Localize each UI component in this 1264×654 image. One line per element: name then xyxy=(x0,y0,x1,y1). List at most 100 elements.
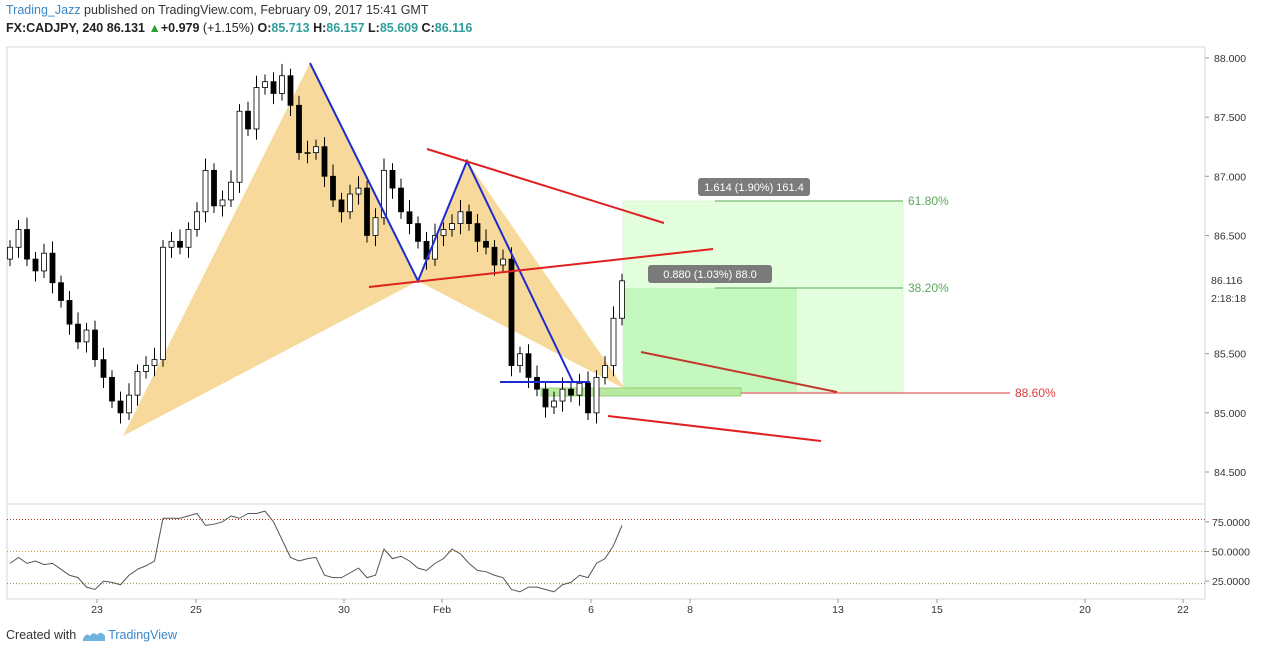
candle xyxy=(398,187,404,213)
candle xyxy=(168,240,175,248)
candle xyxy=(457,211,464,224)
channel-upper xyxy=(640,351,838,393)
low-value: 85.609 xyxy=(379,21,419,35)
candle xyxy=(92,329,98,361)
fib-38-label: 38.20% xyxy=(908,281,949,295)
time-tick-label: 23 xyxy=(91,604,103,616)
candle xyxy=(58,282,64,301)
candle xyxy=(372,217,379,236)
candle xyxy=(32,258,39,272)
fib-61-label: 61.80% xyxy=(908,194,949,208)
trendline-neck xyxy=(368,248,714,288)
candle xyxy=(41,252,47,272)
rsi-line xyxy=(9,510,623,593)
candle xyxy=(491,246,498,266)
candle xyxy=(517,353,523,366)
candle xyxy=(279,75,285,94)
time-tick-label: 6 xyxy=(588,604,594,616)
pattern-leg-1 xyxy=(123,63,418,436)
candle xyxy=(75,323,81,343)
last-price-label: 86.116 xyxy=(1211,275,1242,287)
candle xyxy=(296,104,302,154)
candle xyxy=(219,199,226,207)
candle xyxy=(500,258,506,266)
main-pane-border xyxy=(6,46,1206,505)
candle xyxy=(542,388,549,408)
candle xyxy=(585,382,591,414)
candle xyxy=(313,146,319,154)
rsi-tick-label: 25.0000 xyxy=(1212,576,1250,588)
candle xyxy=(194,211,200,230)
candle xyxy=(568,388,574,396)
target-zone-inner xyxy=(623,288,797,392)
price-tick-label: 84.500 xyxy=(1214,467,1246,479)
candle xyxy=(559,388,566,402)
trendline-upper xyxy=(426,148,665,224)
candle xyxy=(321,146,328,177)
pattern-zigzag xyxy=(309,62,574,383)
candle xyxy=(389,169,396,189)
candle xyxy=(474,223,481,242)
time-axis[interactable]: 23 25 30 Feb 6 8 13 15 20 22 xyxy=(91,599,1189,616)
author-link[interactable]: Trading_Jazz xyxy=(6,3,81,17)
candle xyxy=(24,229,30,260)
time-tick-label: 8 xyxy=(687,604,693,616)
candle xyxy=(134,371,141,396)
candle xyxy=(100,359,107,378)
candle xyxy=(364,187,370,236)
time-tick-label: 13 xyxy=(832,604,844,616)
candle xyxy=(466,211,472,224)
candle xyxy=(449,223,455,230)
channel-lower xyxy=(607,415,822,442)
time-tick-label: 22 xyxy=(1177,604,1189,616)
time-tick-label: 30 xyxy=(338,604,350,616)
candle xyxy=(83,329,90,343)
time-tick-label: 20 xyxy=(1079,604,1091,616)
publish-info: Trading_Jazz published on TradingView.co… xyxy=(6,3,428,17)
candle xyxy=(619,280,625,319)
candle xyxy=(287,75,294,106)
last-price-tag xyxy=(1206,273,1254,287)
price-tick-label: 87.500 xyxy=(1214,112,1246,124)
measure-box-2 xyxy=(648,265,772,283)
symbol: FX:CADJPY, 240 xyxy=(6,21,104,35)
candle xyxy=(551,400,557,408)
change: +0.979 xyxy=(160,21,200,35)
candles-layer xyxy=(7,63,625,424)
measure-box-1-label: 1.614 (1.90%) 161.4 xyxy=(704,182,804,194)
candle xyxy=(126,394,132,414)
candle xyxy=(304,152,311,155)
up-arrow-icon: ▲ xyxy=(148,21,161,35)
price-tick-label: 87.000 xyxy=(1214,171,1246,183)
change-pct: (+1.15%) xyxy=(202,21,254,35)
candle xyxy=(7,246,13,260)
prz-box xyxy=(540,387,742,397)
candle xyxy=(355,187,362,195)
rsi-pane-border xyxy=(6,503,1206,600)
candle xyxy=(610,317,617,366)
price-tick-label: 88.000 xyxy=(1214,53,1246,65)
price-tick-label: 85.500 xyxy=(1214,349,1246,361)
open-value: 85.713 xyxy=(271,21,310,35)
candle xyxy=(185,229,192,248)
price-tick-label: 85.000 xyxy=(1214,408,1246,420)
candle xyxy=(211,169,217,207)
close-label: C: xyxy=(421,21,435,35)
candle xyxy=(143,365,149,372)
candle xyxy=(347,193,353,213)
time-tick-label: 15 xyxy=(931,604,943,616)
candle xyxy=(117,400,124,414)
candle xyxy=(253,87,260,130)
high-value: 86.157 xyxy=(326,21,365,35)
candle xyxy=(270,81,277,94)
candle xyxy=(406,211,413,224)
price-axis[interactable]: 88.000 87.500 87.000 86.500 85.500 85.000 84.5… xyxy=(1205,53,1246,479)
candle xyxy=(228,181,234,201)
time-tick-label: Feb xyxy=(433,604,451,616)
candle xyxy=(381,169,387,219)
tradingview-logo-icon[interactable] xyxy=(82,630,106,642)
tradingview-link[interactable]: TradingView xyxy=(108,628,177,642)
candle xyxy=(66,300,73,325)
candle xyxy=(49,252,56,284)
